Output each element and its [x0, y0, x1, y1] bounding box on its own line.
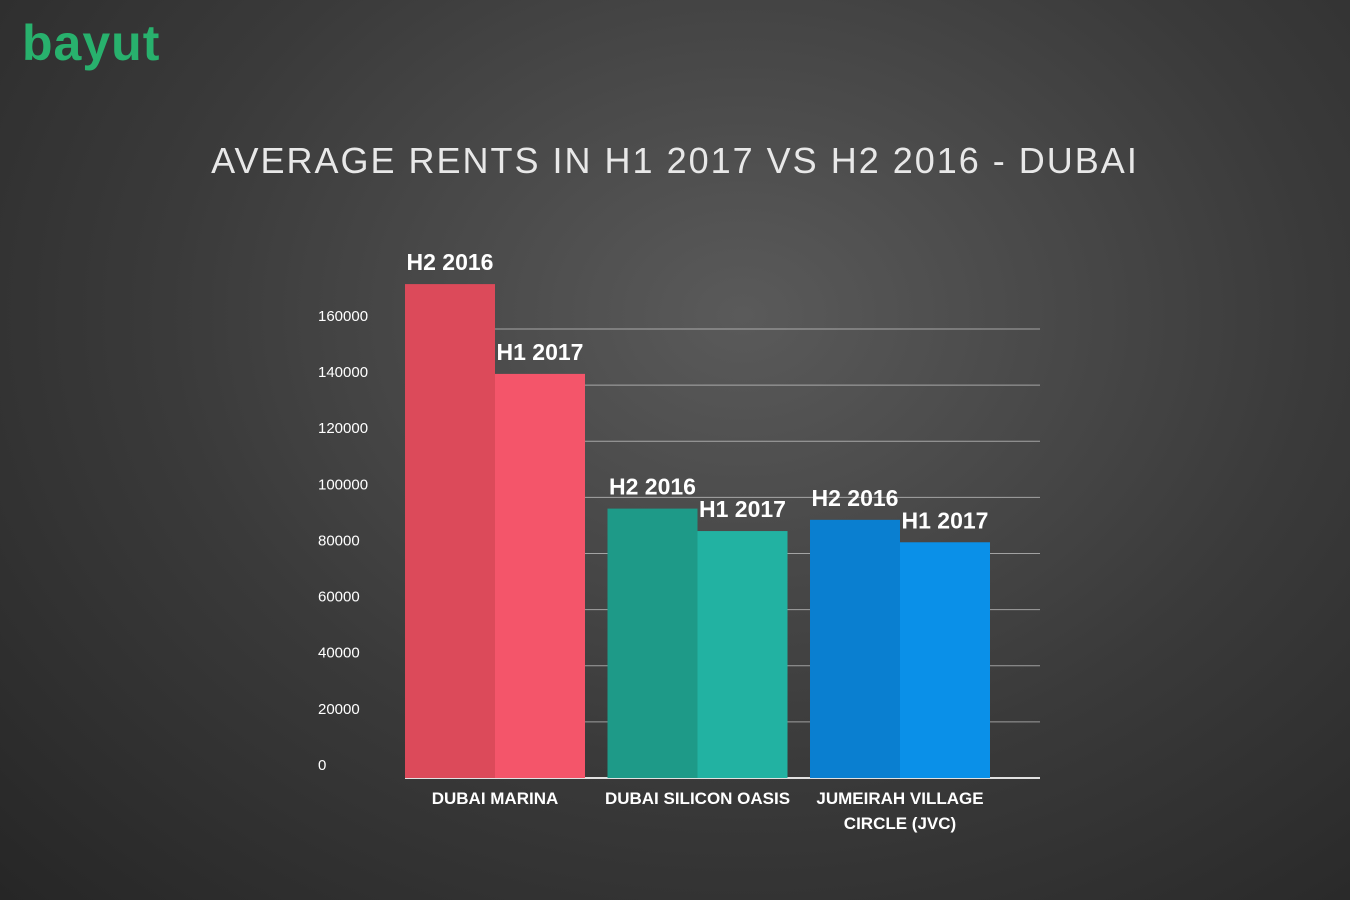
y-tick-label: 20000 — [318, 701, 360, 718]
data-label: H2 2016 — [609, 474, 696, 500]
logo: bayut — [22, 15, 161, 71]
x-tick-label: JUMEIRAH VILLAGE CIRCLE (JVC) — [816, 789, 984, 833]
bar — [607, 508, 698, 778]
data-label: H1 2017 — [497, 339, 584, 365]
bar — [405, 284, 495, 778]
y-tick-label: 80000 — [318, 532, 360, 549]
y-tick-label: 0 — [318, 757, 326, 774]
data-label: H1 2017 — [902, 507, 989, 533]
y-tick-label: 100000 — [318, 476, 368, 493]
x-tick-label: DUBAI SILICON OASIS — [604, 789, 791, 808]
y-tick-label: 60000 — [318, 589, 360, 606]
data-label: H1 2017 — [699, 496, 786, 522]
x-tick-label: DUBAI MARINA — [431, 789, 559, 808]
bar — [900, 542, 990, 778]
bar — [697, 531, 788, 778]
y-tick-label: 160000 — [318, 308, 368, 325]
bar — [810, 519, 900, 778]
chart-title: AVERAGE RENTS IN H1 2017 VS H2 2016 - DU… — [211, 140, 1139, 181]
y-tick-label: 40000 — [318, 645, 360, 662]
y-tick-label: 120000 — [318, 420, 368, 437]
y-tick-label: 140000 — [318, 364, 368, 381]
data-label: H2 2016 — [812, 485, 899, 511]
data-label: H2 2016 — [407, 249, 494, 275]
bar — [495, 373, 585, 778]
